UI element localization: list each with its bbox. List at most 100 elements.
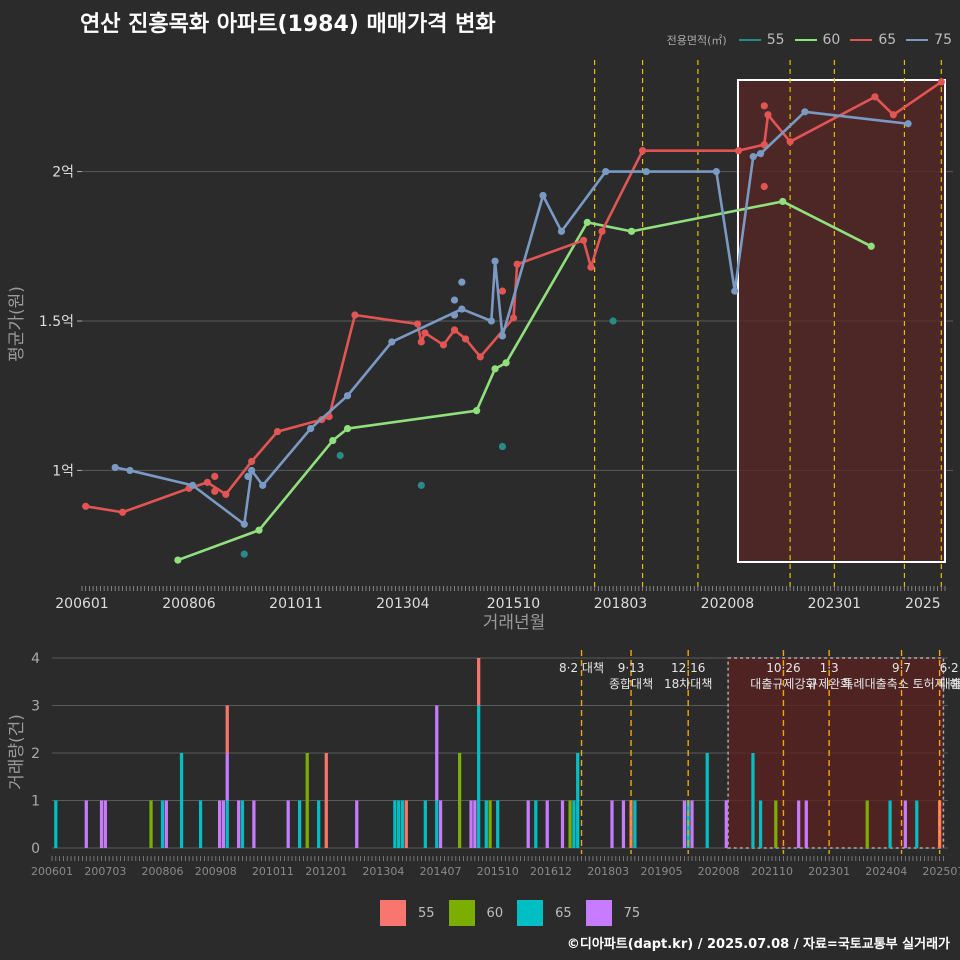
volume-legend-item-75: 75 [585,900,640,926]
isolated-point-65-4 [760,102,768,110]
policy-label-2-0: 12·16 [671,661,705,675]
vol-highlight-period [727,657,945,849]
point-60-6 [502,359,510,367]
volume-bar-2024-12-65 [915,800,919,848]
point-75-11 [491,257,499,265]
policy-label-5-1: 특례대출축소 토허제 해 [843,677,960,691]
x-tick-label-0: 200601 [55,596,108,612]
point-55-0 [240,550,248,558]
vol-x-tick-label-15: 202404 [865,865,907,878]
vol-x-tick-label-7: 201407 [420,865,462,878]
point-75-19 [749,153,757,161]
policy-label-6-1: 대출 [940,677,960,691]
point-65-25 [764,111,772,119]
legend-label-65: 65 [878,32,897,48]
point-60-5 [491,365,499,373]
isolated-point-75-0 [244,472,252,481]
vol-x-tick-label-14: 202301 [808,865,850,878]
policy-label-4-0: 1·3 [820,661,839,675]
volume-bar-2024-05-65 [888,800,892,848]
x-tick-label-7: 202301 [808,596,861,612]
vol-x-tick-label-1: 200703 [84,865,126,878]
point-65-3 [203,478,211,486]
volume-bar-2010-02-75 [237,800,241,848]
point-75-20 [756,150,765,158]
volume-bar-2017-07-65 [576,753,580,848]
vol-x-tick-label-3: 200908 [195,865,237,878]
volume-legend-item-55: 55 [380,900,435,926]
volume-bar-2013-10-55 [404,800,408,848]
point-75-0 [111,463,119,472]
vol-x-tick-label-8: 201510 [477,865,519,878]
y-tick-label-2: 2억 [52,165,74,181]
point-75-16 [642,167,650,176]
volume-bar-2024-09-75 [903,800,907,848]
volume-bar-2014-06-65 [435,800,439,848]
point-75-3 [240,520,248,528]
point-75-6 [307,424,315,433]
volume-bar-2016-06-75 [526,800,530,848]
volume-bar-2017-03-75 [560,800,565,848]
vol-x-tick-label-0: 200601 [31,865,73,878]
volume-bar-2013-08-65 [397,800,401,848]
point-55-1 [336,451,344,460]
point-75-18 [731,287,739,295]
point-65-21 [598,227,606,235]
point-65-4 [222,490,230,498]
legend-label-55: 55 [766,32,785,48]
volume-legend-box-75 [585,900,612,926]
point-75-15 [602,167,610,176]
volume-bar-2007-03-75 [103,800,107,848]
highlight-period [736,79,946,563]
y-axis-title: 평균가(원) [7,286,27,362]
legend-label-60: 60 [822,32,841,48]
point-60-0 [174,556,182,564]
volume-bar-2022-05-75 [797,800,801,848]
volume-bar-2015-04-75 [473,800,477,848]
point-60-3 [343,424,352,433]
x-tick-label-4: 201510 [487,596,540,612]
point-75-1 [126,466,134,475]
volume-legend: 55 60 65 75 [380,900,640,926]
volume-bar-2017-06-65 [572,800,576,848]
volume-bar-2016-11-75 [545,800,549,848]
isolated-point-75-1 [450,311,459,319]
point-65-1 [118,508,127,516]
isolated-point-65-0 [211,487,219,495]
point-65-16 [476,353,484,361]
point-65-17 [509,314,518,322]
volume-bar-2015-05-65 [477,705,481,848]
volume-legend-box-55 [380,900,406,926]
volume-bar-2012-01-55 [324,753,328,848]
point-65-12 [421,329,429,337]
policy-label-0-0: 8·2 대책 [559,660,604,675]
point-65-11 [417,338,425,346]
vol-x-tick-label-4: 201011 [252,865,294,878]
vol-x-tick-label-16: 202507 [922,865,960,878]
point-65-24 [760,141,768,149]
policy-label-3-0: 10·26 [766,661,800,675]
x-axis-title: 거래년월 [483,613,546,633]
vol-y-tick-label-4: 4 [31,651,40,667]
volume-bar-2009-04-65 [198,800,203,848]
vol-y-tick-label-0: 0 [31,841,40,857]
isolated-point-65-3 [760,182,768,191]
x-tick-label-1: 200806 [162,596,216,612]
point-65-18 [513,260,521,268]
policy-label-4-1: 규제완화 [807,677,851,691]
policy-label-1-0: 9·13 [618,661,645,675]
vol-x-tick-label-9: 201612 [530,865,572,878]
volume-legend-label-55: 55 [418,905,435,921]
volume-legend-item-60: 60 [448,900,503,926]
vol-x-tick-label-6: 201304 [362,865,404,878]
vol-x-tick-label-2: 200806 [141,865,183,878]
point-60-8 [627,227,636,235]
vol-x-tick-label-13: 202110 [751,865,793,878]
vol-x-tick-label-12: 202008 [698,865,740,878]
point-65-15 [461,335,470,343]
series-line-65 [85,80,943,514]
x-tick-label-5: 201803 [594,596,647,612]
point-55-4 [609,317,617,325]
area-legend-title: 전용면적(㎡) [666,34,727,47]
y-tick-label-1: 1.5억 [39,314,74,330]
